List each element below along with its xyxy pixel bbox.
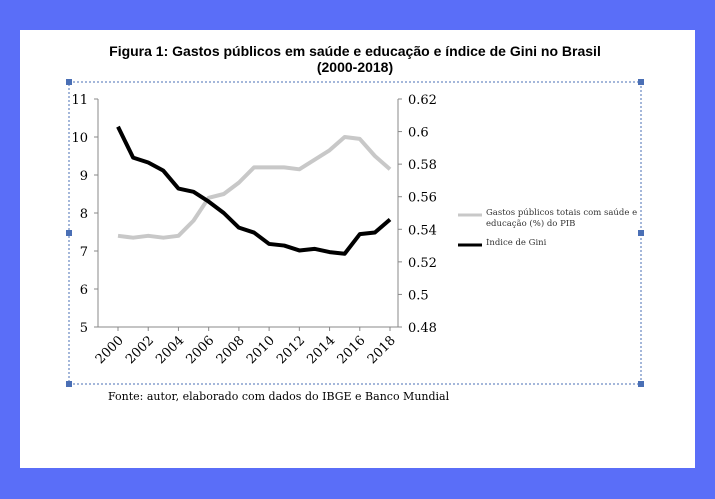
y-tick-label: 9 (80, 169, 88, 184)
legend-box: Gastos públicos totais com saúde e educa… (486, 208, 638, 229)
y2-tick-label: 0.58 (408, 158, 437, 173)
y2-tick-label: 0.5 (408, 288, 429, 303)
y2-tick-label: 0.48 (408, 321, 437, 336)
y2-tick-label: 0.52 (408, 256, 437, 271)
x-tick-label: 2012 (274, 333, 308, 367)
y-tick-label: 6 (80, 283, 88, 298)
series-line (116, 125, 392, 256)
series-line (117, 135, 392, 240)
chart-title: Figura 1: Gastos públicos em saúde e edu… (109, 43, 601, 75)
y2-tick-label: 0.54 (408, 223, 437, 238)
legend-label: Gastos públicos totais com saúde e educa… (486, 208, 638, 229)
y2-tick-label: 0.6 (408, 126, 429, 141)
y-tick-label: 7 (80, 245, 88, 260)
x-tick-label: 2014 (304, 333, 338, 367)
x-tick-label: 2018 (365, 333, 399, 367)
y-tick-label: 10 (71, 131, 88, 146)
legend-label: Índice de Gini (486, 238, 547, 248)
x-tick-label: 2004 (153, 333, 187, 367)
legend-box: Índice de Gini (486, 238, 547, 248)
source: Fonte: autor, elaborado com dados do IBG… (108, 390, 450, 403)
x-tick-label: 2002 (123, 333, 157, 367)
handles (66, 79, 644, 387)
y-tick-label: 8 (80, 207, 88, 222)
y2-tick-label: 0.56 (408, 191, 437, 206)
card: 5 6 7 8 9 10 11 0.48 0.5 0.52 0.54 0.56 0.58 0.6 0.62 2… (20, 30, 695, 468)
x-tick-label: 2000 (93, 333, 127, 367)
y-tick-label: 11 (71, 93, 88, 108)
y-tick-label: 5 (80, 321, 88, 336)
y2-tick-label: 0.62 (408, 93, 437, 108)
x-tick-label: 2008 (214, 333, 248, 367)
x-tick-label: 2010 (244, 333, 278, 367)
x-tick-label: 2016 (335, 333, 369, 367)
x-tick-label: 2006 (183, 333, 217, 367)
chart: 5 6 7 8 9 10 11 0.48 0.5 0.52 0.54 0.56 0.58 0.6 0.62 2… (66, 79, 644, 403)
